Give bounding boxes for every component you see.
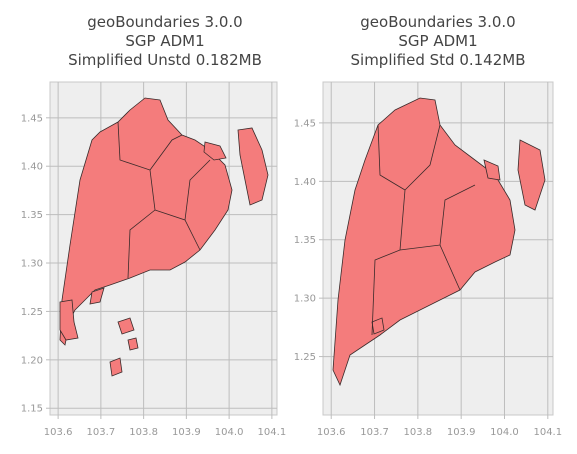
y-tick-label: 1.30 xyxy=(21,259,43,270)
region-shape xyxy=(59,97,233,346)
x-tick-label: 104.0 xyxy=(215,427,244,438)
region-shape xyxy=(89,287,105,305)
x-tick-label: 104.1 xyxy=(258,427,287,438)
y-tick-label: 1.35 xyxy=(294,235,316,246)
x-tick-label: 103.8 xyxy=(404,427,433,438)
map-panel xyxy=(322,81,554,416)
y-tick-label: 1.40 xyxy=(294,177,316,188)
chart-title: SGP ADM1 xyxy=(398,32,477,50)
y-tick-label: 1.20 xyxy=(21,355,43,366)
region-shape xyxy=(127,337,139,351)
region-shape xyxy=(203,141,227,161)
y-tick-label: 1.45 xyxy=(294,118,316,129)
region-shape xyxy=(517,139,546,211)
y-tick-label: 1.25 xyxy=(294,352,316,363)
chart-title: geoBoundaries 3.0.0 xyxy=(360,13,515,31)
regions xyxy=(332,97,546,387)
region-shape xyxy=(117,317,135,335)
x-tick-label: 103.6 xyxy=(44,427,73,438)
x-tick-label: 103.9 xyxy=(172,427,201,438)
regions xyxy=(59,97,269,377)
x-tick-label: 103.7 xyxy=(360,427,389,438)
region-shape xyxy=(237,127,269,206)
region-shape xyxy=(59,299,79,341)
y-tick-label: 1.35 xyxy=(21,210,43,221)
y-tick-label: 1.25 xyxy=(21,307,43,318)
y-tick-label: 1.30 xyxy=(294,294,316,305)
region-shape xyxy=(371,317,385,335)
chart-title: Simplified Unstd 0.182MB xyxy=(68,51,262,69)
region-shape xyxy=(332,97,516,387)
x-tick-label: 103.6 xyxy=(317,427,346,438)
region-border xyxy=(117,121,211,279)
region-shape xyxy=(483,159,501,181)
y-tick-label: 1.40 xyxy=(21,162,43,173)
x-tick-label: 103.7 xyxy=(87,427,116,438)
map-panel xyxy=(49,81,278,416)
chart-title: geoBoundaries 3.0.0 xyxy=(87,13,242,31)
region-shape xyxy=(109,357,123,377)
x-tick-label: 103.8 xyxy=(129,427,158,438)
chart-title: Simplified Std 0.142MB xyxy=(351,51,526,69)
x-tick-label: 103.9 xyxy=(447,427,476,438)
region-border xyxy=(371,124,476,336)
y-tick-label: 1.45 xyxy=(21,113,43,124)
x-tick-label: 104.1 xyxy=(533,427,562,438)
y-tick-label: 1.15 xyxy=(21,404,43,415)
chart-title: SGP ADM1 xyxy=(125,32,204,50)
x-tick-label: 104.0 xyxy=(490,427,519,438)
